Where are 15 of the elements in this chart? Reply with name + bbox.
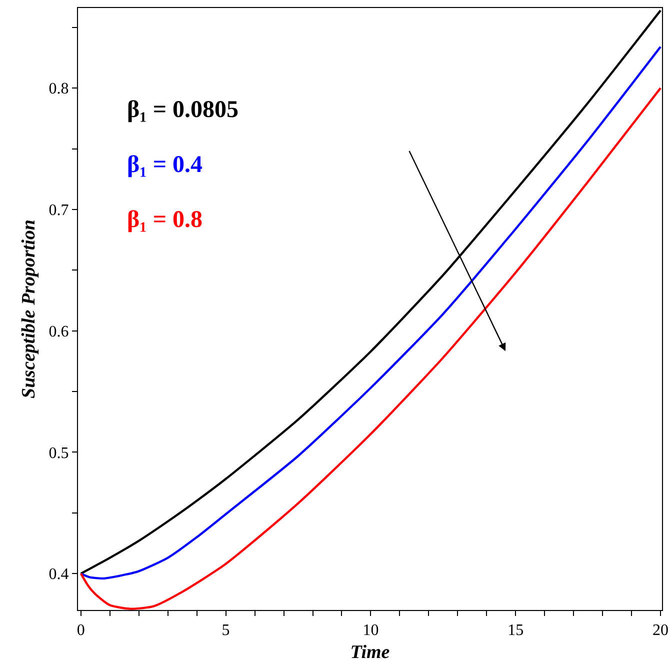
y-tick-label: 0.5	[48, 444, 69, 462]
text: β₁ = 0.8	[127, 207, 203, 233]
y-tick-label: 0.7	[48, 202, 69, 220]
y-tick-label: 0.8	[48, 80, 69, 98]
text: β₁ = 0.4	[127, 152, 203, 178]
x-tick-label: 15	[508, 622, 524, 640]
y-tick-label: 0.4	[48, 566, 69, 584]
x-tick-label: 10	[362, 622, 379, 640]
y-tick-label: 0.6	[48, 323, 69, 340]
x-axis-title: Time	[350, 642, 390, 663]
x-tick-label: 20	[652, 622, 669, 640]
text: β₁ = 0.0805	[127, 97, 239, 123]
x-tick-label: 5	[222, 622, 230, 640]
x-tick-label: 0	[76, 622, 85, 640]
y-axis-title: Susceptible Proportion	[18, 220, 40, 398]
